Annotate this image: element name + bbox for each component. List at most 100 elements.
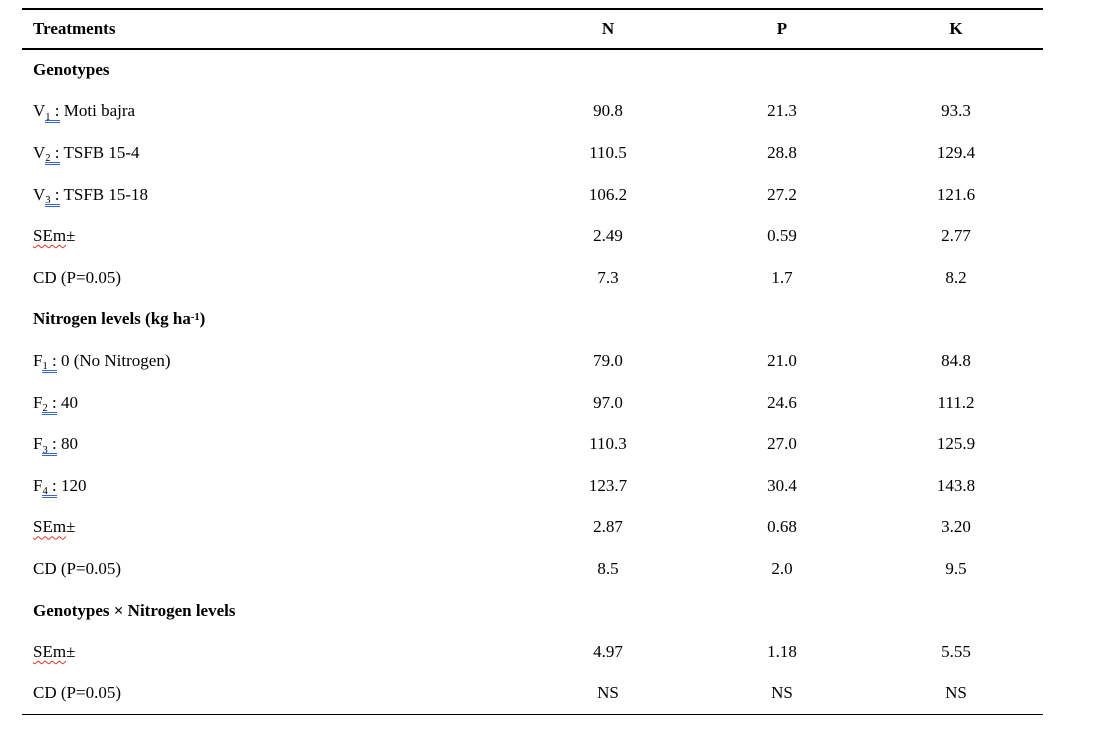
section-label-cell: Genotypes — [33, 60, 110, 80]
header-p: P — [695, 8, 869, 50]
treatment-label-cell: F1 : 0 (No Nitrogen) — [33, 350, 171, 373]
value-cell — [695, 299, 869, 341]
value-cell: 110.3 — [589, 434, 627, 454]
data-row: V2 : TSFB 15-4 110.5 28.8 129.4 — [22, 132, 1043, 174]
section-label-cell: Genotypes × Nitrogen levels — [33, 600, 236, 620]
value-cell: 0.68 — [767, 517, 797, 537]
value-cell: 106.2 — [588, 184, 628, 204]
value-cell: NS — [869, 672, 1043, 715]
value-cell: 111.2 — [937, 392, 975, 412]
grammar-underline-mark: 4 : — [42, 475, 57, 498]
treatment-label-cell: V3 : TSFB 15-18 — [33, 184, 149, 207]
data-row: F3 : 80 110.3 27.0 125.9 — [22, 423, 1043, 465]
value-cell: NS — [521, 672, 695, 715]
value-cell: 93.3 — [941, 101, 971, 121]
data-row: CD (P=0.05) NS NS NS — [22, 672, 1043, 715]
value-cell: 1.7 — [771, 267, 793, 287]
npk-table: Treatments N P K Genotypes V1 : Moti bajr… — [22, 8, 1043, 715]
treatment-subscript: 3 — [45, 194, 51, 206]
grammar-underline-mark: 2 : — [45, 142, 60, 165]
treatment-label-cell: F3 : 80 — [33, 434, 78, 457]
value-cell: 129.4 — [936, 142, 976, 162]
treatment-label-cell: CD (P=0.05) — [33, 267, 121, 287]
value-cell: 8.5 — [597, 558, 619, 578]
treatment-label-cell: SEm± — [33, 226, 76, 246]
value-cell: 2.0 — [771, 558, 793, 578]
treatment-label-cell: F2 : 40 — [33, 392, 78, 415]
data-row: F1 : 0 (No Nitrogen) 79.0 21.0 84.8 — [22, 340, 1043, 382]
grammar-underline-mark: 2 : — [42, 392, 57, 415]
data-row: F2 : 40 97.0 24.6 111.2 — [22, 382, 1043, 424]
value-cell: 30.4 — [767, 475, 797, 495]
value-cell — [869, 590, 1043, 632]
value-cell: 90.8 — [593, 101, 623, 121]
value-cell: 9.5 — [945, 558, 967, 578]
treatment-label-cell: V2 : TSFB 15-4 — [33, 142, 140, 165]
value-cell — [521, 299, 695, 341]
data-row: V3 : TSFB 15-18 106.2 27.2 121.6 — [22, 174, 1043, 216]
grammar-underline-mark: 3 : — [42, 434, 57, 457]
section-row: Nitrogen levels (kg ha-1) — [22, 299, 1043, 341]
value-cell: 4.97 — [593, 642, 623, 662]
grammar-underline-mark: 1 : — [42, 350, 57, 373]
grammar-underline-mark: 3 : — [45, 184, 60, 207]
value-cell: 27.0 — [767, 434, 797, 454]
data-row: SEm± 2.49 0.59 2.77 — [22, 215, 1043, 257]
value-cell: 123.7 — [588, 475, 628, 495]
value-cell: 97.0 — [593, 392, 623, 412]
treatment-subscript: 3 — [42, 444, 48, 456]
value-cell: 7.3 — [597, 267, 619, 287]
section-row: Genotypes × Nitrogen levels — [22, 590, 1043, 632]
grammar-underline-mark: 1 : — [45, 101, 60, 124]
value-cell — [869, 299, 1043, 341]
data-row: F4 : 120 123.7 30.4 143.8 — [22, 465, 1043, 507]
value-cell — [695, 590, 869, 632]
data-row: SEm± 4.97 1.18 5.55 — [22, 631, 1043, 673]
value-cell — [521, 49, 695, 91]
value-cell: 21.0 — [767, 350, 797, 370]
header-treatments: Treatments — [22, 8, 521, 50]
value-cell: 2.77 — [941, 226, 971, 246]
data-row: SEm± 2.87 0.68 3.20 — [22, 507, 1043, 549]
value-cell: 84.8 — [941, 350, 971, 370]
unit-superscript: -1 — [190, 311, 200, 323]
data-row: CD (P=0.05) 7.3 1.7 8.2 — [22, 257, 1043, 299]
treatment-subscript: 4 — [42, 486, 48, 498]
value-cell: 5.55 — [941, 642, 971, 662]
header-n: N — [521, 8, 695, 50]
value-cell: 28.8 — [767, 142, 797, 162]
value-cell: 110.5 — [589, 142, 627, 162]
value-cell: 1.18 — [767, 642, 797, 662]
spellcheck-underline-mark: SEm — [33, 642, 67, 662]
table-body: Genotypes V1 : Moti bajra 90.8 21.3 93.3 V2 :… — [22, 49, 1043, 715]
value-cell: 79.0 — [593, 350, 623, 370]
spellcheck-underline-mark: SEm — [33, 517, 67, 537]
value-cell: NS — [695, 672, 869, 715]
treatment-subscript: 2 — [45, 153, 51, 165]
spellcheck-underline-mark: SEm — [33, 226, 67, 246]
treatment-label-cell: SEm± — [33, 642, 76, 662]
value-cell: 24.6 — [767, 392, 797, 412]
treatment-label-cell: V1 : Moti bajra — [33, 101, 136, 124]
treatment-label-cell: F4 : 120 — [33, 475, 87, 498]
value-cell: 3.20 — [941, 517, 971, 537]
value-cell — [695, 49, 869, 91]
treatment-subscript: 2 — [42, 402, 48, 414]
treatment-label-cell: CD (P=0.05) — [22, 672, 521, 715]
section-label-cell: Nitrogen levels (kg ha-1) — [33, 309, 206, 329]
data-row: CD (P=0.05) 8.5 2.0 9.5 — [22, 548, 1043, 590]
treatment-subscript: 1 — [45, 111, 51, 123]
header-row: Treatments N P K — [22, 8, 1043, 50]
header-k: K — [869, 8, 1043, 50]
value-cell: 21.3 — [767, 101, 797, 121]
treatment-subscript: 1 — [42, 361, 48, 373]
treatment-label-cell: CD (P=0.05) — [33, 558, 121, 578]
value-cell: 0.59 — [767, 226, 797, 246]
value-cell: 8.2 — [945, 267, 967, 287]
treatment-label-cell: SEm± — [33, 517, 76, 537]
value-cell: 125.9 — [936, 434, 976, 454]
section-row: Genotypes — [22, 49, 1043, 91]
value-cell — [521, 590, 695, 632]
value-cell: 27.2 — [767, 184, 797, 204]
